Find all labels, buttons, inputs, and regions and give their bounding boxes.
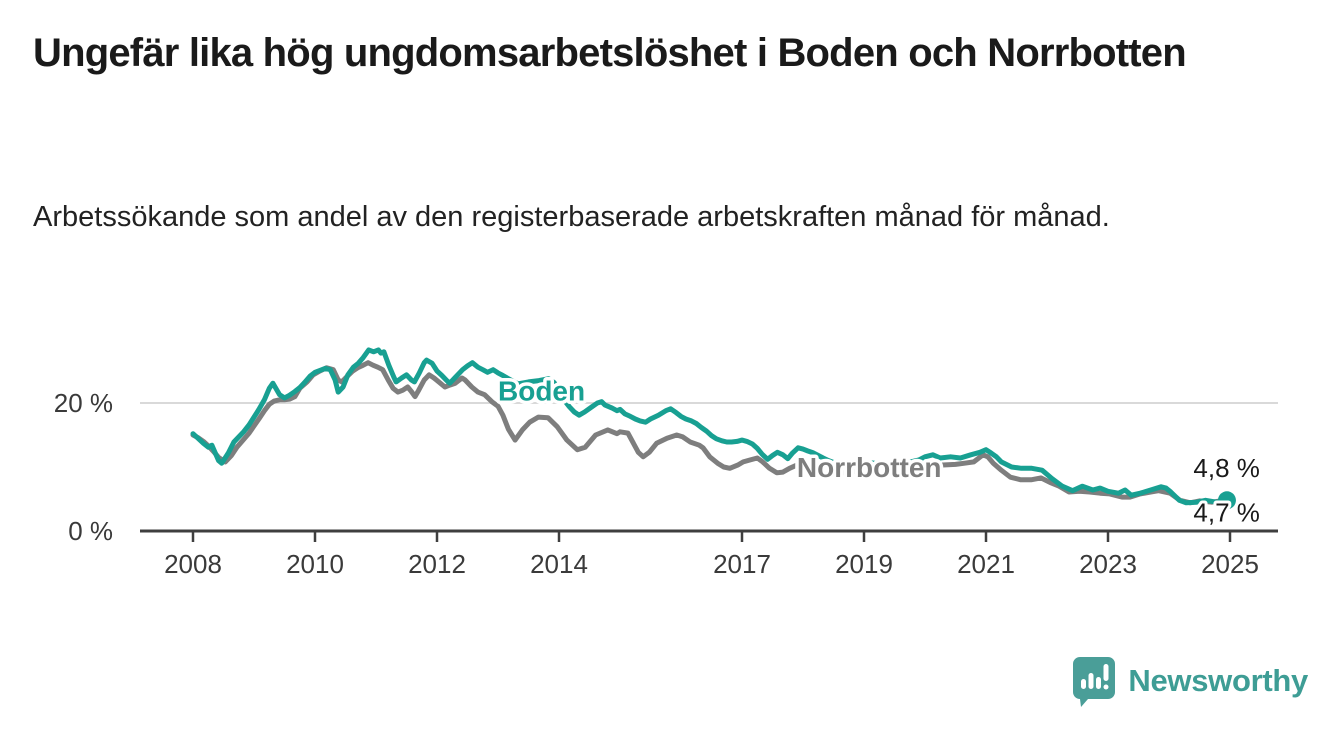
series-end-dot-boden (1217, 491, 1236, 510)
y-axis-label-0: 0 % (68, 516, 113, 546)
series-label-norrbotten: Norrbotten (797, 452, 942, 483)
x-axis-label-2010: 2010 (286, 549, 344, 579)
end-value-label-0: 4,8 % (1193, 453, 1260, 483)
chart-title: Ungefär lika hög ungdomsarbetslöshet i B… (33, 31, 1187, 75)
x-axis-label-2023: 2023 (1079, 549, 1137, 579)
x-axis-label-2021: 2021 (957, 549, 1015, 579)
x-axis-label-2012: 2012 (408, 549, 466, 579)
series-line-boden (190, 347, 1230, 506)
x-axis-label-2019: 2019 (835, 549, 893, 579)
series-label-boden: Boden (498, 375, 585, 406)
x-axis-label-2025: 2025 (1201, 549, 1259, 579)
end-value-label-1: 4,7 % (1193, 497, 1260, 527)
line-chart: 0 % 20 % 2008 2010 2012 2014 2017 2019 2021 2023 2… (54, 347, 1278, 579)
x-axis-label-2008: 2008 (164, 549, 222, 579)
newsworthy-logo: Newsworthy (1071, 655, 1308, 707)
chart-subtitle: Arbetssökande som andel av den registerb… (33, 201, 1110, 233)
newsworthy-wordmark: Newsworthy (1128, 663, 1308, 698)
x-axis-label-2017: 2017 (713, 549, 771, 579)
newsworthy-logo-icon (1073, 657, 1116, 707)
x-axis-label-2014: 2014 (530, 549, 588, 579)
y-axis-label-20: 20 % (54, 388, 113, 418)
